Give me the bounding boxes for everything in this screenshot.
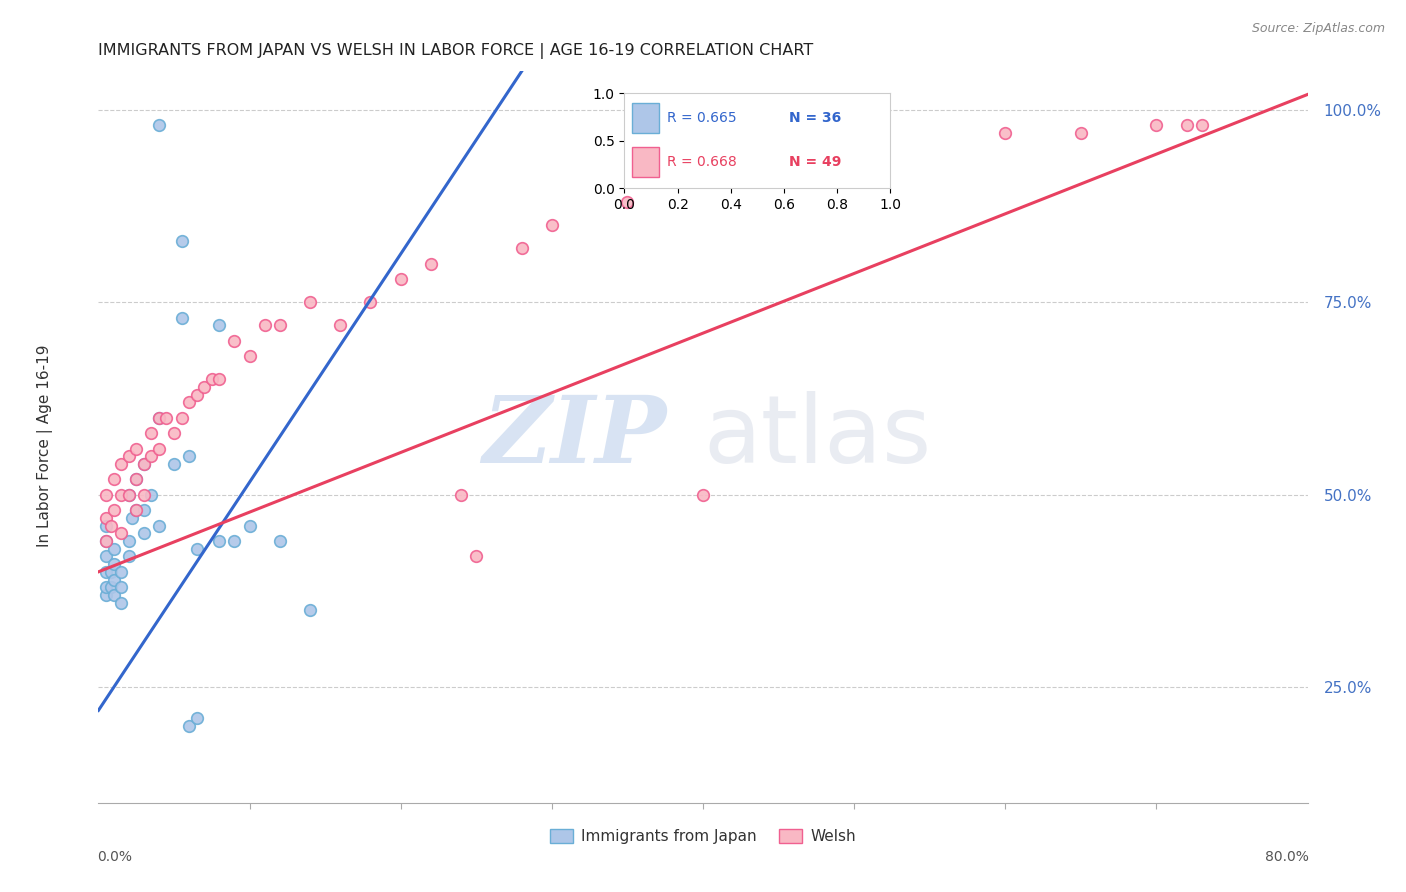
Point — [110, 580, 132, 594]
Point — [170, 234, 193, 248]
Point — [132, 457, 155, 471]
Point — [163, 457, 186, 471]
Point — [94, 534, 117, 549]
Point — [269, 534, 291, 549]
Point — [170, 410, 193, 425]
Point — [465, 549, 488, 564]
Point — [125, 503, 148, 517]
Point — [148, 410, 170, 425]
Point — [118, 534, 141, 549]
Point — [94, 534, 117, 549]
Point — [420, 257, 443, 271]
Point — [179, 719, 201, 733]
Point — [1144, 118, 1167, 132]
Point — [94, 488, 117, 502]
Point — [170, 310, 193, 325]
Text: Source: ZipAtlas.com: Source: ZipAtlas.com — [1251, 22, 1385, 36]
Point — [141, 450, 163, 464]
Point — [510, 242, 533, 256]
Point — [360, 295, 382, 310]
Point — [118, 450, 141, 464]
Point — [1070, 126, 1092, 140]
Point — [94, 511, 117, 525]
Point — [132, 457, 155, 471]
Point — [132, 503, 155, 517]
Point — [100, 518, 122, 533]
Text: atlas: atlas — [703, 391, 931, 483]
Point — [103, 588, 125, 602]
Point — [103, 541, 125, 556]
Point — [179, 450, 201, 464]
Point — [179, 395, 201, 409]
Point — [125, 472, 148, 486]
Point — [540, 219, 562, 233]
Point — [193, 380, 215, 394]
Point — [1191, 118, 1213, 132]
Point — [110, 488, 132, 502]
Point — [94, 518, 117, 533]
Point — [94, 565, 117, 579]
Point — [125, 472, 148, 486]
Point — [110, 526, 132, 541]
Point — [208, 534, 231, 549]
Point — [239, 349, 262, 363]
Text: IMMIGRANTS FROM JAPAN VS WELSH IN LABOR FORCE | AGE 16-19 CORRELATION CHART: IMMIGRANTS FROM JAPAN VS WELSH IN LABOR … — [98, 43, 814, 59]
Point — [299, 295, 322, 310]
Point — [148, 118, 170, 132]
Point — [141, 426, 163, 441]
Point — [269, 318, 291, 333]
Point — [224, 334, 246, 348]
Point — [110, 565, 132, 579]
Point — [389, 272, 412, 286]
Text: 80.0%: 80.0% — [1265, 850, 1309, 864]
Point — [103, 472, 125, 486]
Point — [148, 442, 170, 456]
Point — [450, 488, 472, 502]
Point — [994, 126, 1017, 140]
Point — [239, 518, 262, 533]
Point — [186, 541, 208, 556]
Point — [141, 488, 163, 502]
Point — [253, 318, 276, 333]
Point — [118, 488, 141, 502]
Point — [208, 372, 231, 386]
Point — [100, 565, 122, 579]
Point — [118, 488, 141, 502]
Point — [163, 426, 186, 441]
Point — [103, 557, 125, 571]
Legend: Immigrants from Japan, Welsh: Immigrants from Japan, Welsh — [544, 822, 862, 850]
Point — [132, 488, 155, 502]
Text: ZIP: ZIP — [482, 392, 666, 482]
Point — [110, 596, 132, 610]
Point — [844, 141, 866, 155]
Point — [118, 549, 141, 564]
Point — [201, 372, 224, 386]
Point — [692, 488, 714, 502]
Point — [125, 442, 148, 456]
Point — [329, 318, 352, 333]
Point — [103, 503, 125, 517]
Point — [103, 573, 125, 587]
Point — [616, 195, 638, 210]
Point — [148, 410, 170, 425]
Point — [1175, 118, 1198, 132]
Point — [186, 388, 208, 402]
Point — [121, 511, 143, 525]
Point — [299, 603, 322, 617]
Text: 0.0%: 0.0% — [97, 850, 132, 864]
Point — [224, 534, 246, 549]
Point — [208, 318, 231, 333]
Text: In Labor Force | Age 16-19: In Labor Force | Age 16-19 — [37, 344, 53, 548]
Point — [94, 588, 117, 602]
Point — [125, 503, 148, 517]
Point — [186, 711, 208, 725]
Point — [110, 457, 132, 471]
Point — [94, 580, 117, 594]
Point — [155, 410, 177, 425]
Point — [94, 549, 117, 564]
Point — [132, 526, 155, 541]
Point — [148, 518, 170, 533]
Point — [100, 580, 122, 594]
